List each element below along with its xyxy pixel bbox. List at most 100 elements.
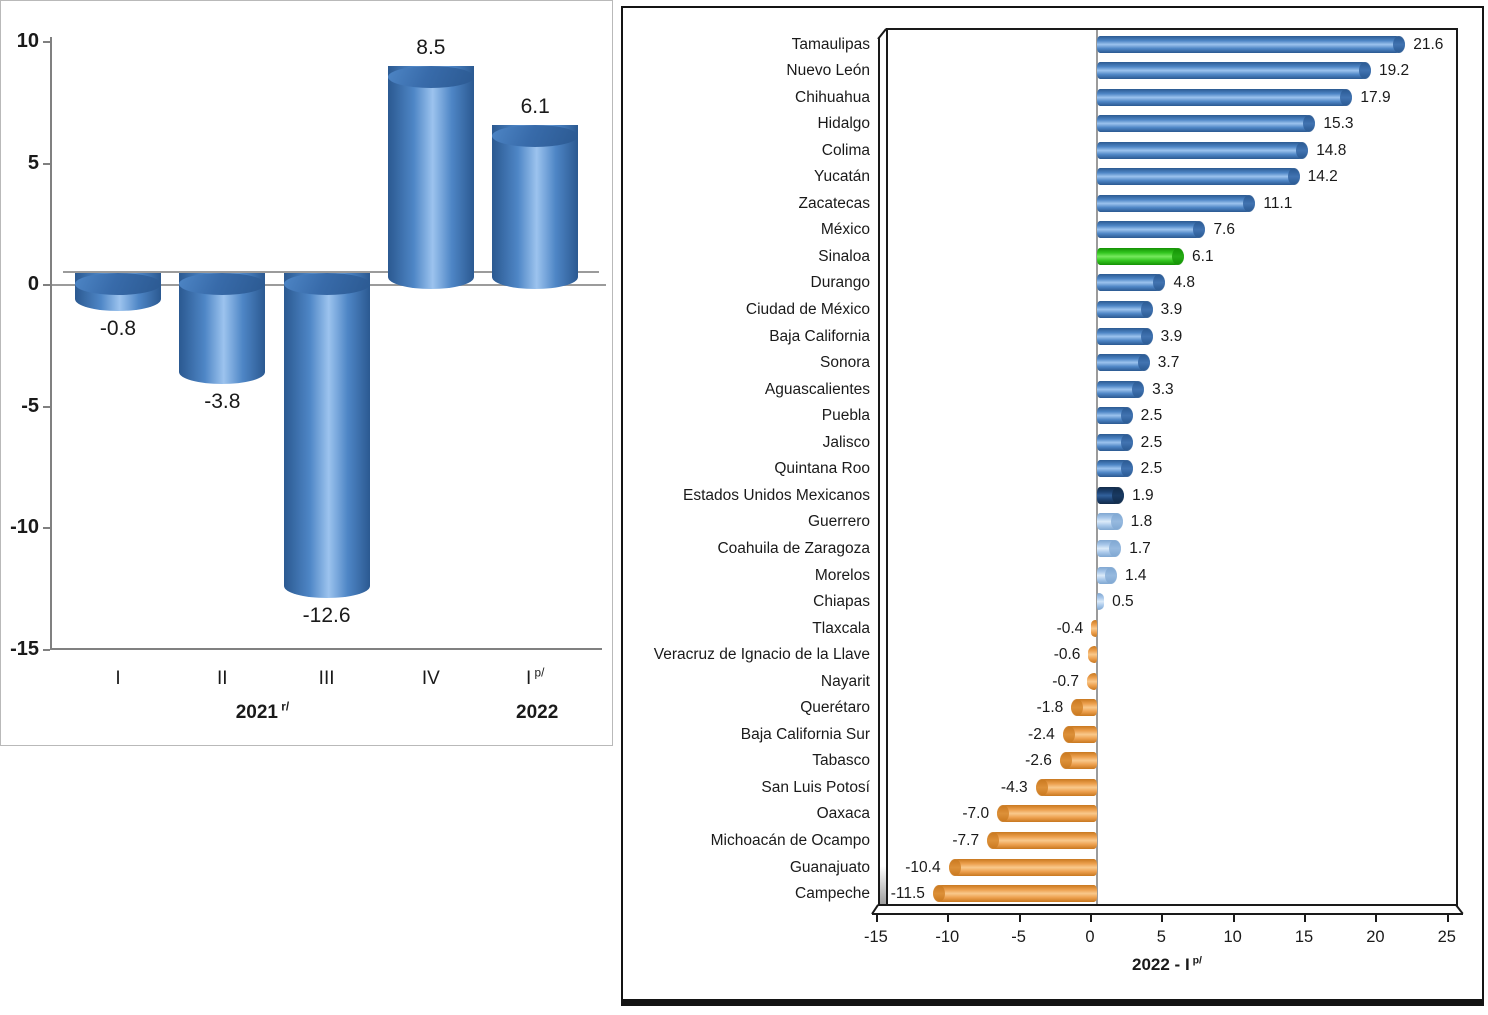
- y-axis-line: [50, 37, 52, 650]
- state-value-label: -4.3: [1000, 778, 1028, 796]
- cylinder-bar: [75, 273, 161, 312]
- state-label: Estados Unidos Mexicanos: [683, 486, 870, 504]
- state-bar: [948, 858, 1097, 876]
- state-bar-cap: [932, 885, 945, 903]
- axis-group-label-superscript: r/: [278, 700, 290, 714]
- states-bar-chart: Tamaulipas 21.6 Nuevo León 19.2 Chihuahua 17.…: [623, 8, 1482, 999]
- state-bar: [1059, 752, 1097, 770]
- x-axis-tick-label: 20: [1366, 928, 1385, 946]
- state-label: Veracruz de Ignacio de la Llave: [653, 646, 870, 664]
- state-bar: [1097, 247, 1185, 265]
- state-bar-cap: [1153, 274, 1166, 292]
- state-value-label: 2.5: [1140, 433, 1163, 451]
- category-label: II: [172, 667, 272, 691]
- state-label: Nayarit: [820, 672, 870, 690]
- state-value-label: 3.9: [1160, 301, 1183, 318]
- state-value-label: -7.0: [962, 805, 990, 823]
- cylinder-cap: [387, 66, 474, 89]
- state-bar-cap: [1120, 433, 1133, 451]
- state-bar-cap: [1071, 699, 1084, 717]
- state-bar: [1097, 327, 1153, 345]
- state-value-label: 2.5: [1140, 460, 1163, 478]
- axis-group-label: 2022: [447, 700, 627, 726]
- floor-back-line: [878, 904, 1458, 906]
- state-bar-cap: [1062, 725, 1075, 743]
- state-value-label: -11.5: [890, 885, 925, 903]
- x-axis-tick: [875, 915, 878, 922]
- state-label: Sonora: [820, 354, 870, 372]
- state-value-label: 7.6: [1213, 221, 1235, 239]
- x-axis-tick-label: 10: [1223, 928, 1242, 946]
- x-axis-tick-label: 5: [1156, 928, 1166, 946]
- state-bar: [1097, 566, 1117, 584]
- state-label: Tabasco: [812, 752, 870, 770]
- state-bar-cap: [1287, 168, 1300, 186]
- x-axis-line: [50, 648, 602, 650]
- state-value-label: 19.2: [1378, 62, 1410, 80]
- state-bar: [1097, 274, 1166, 292]
- state-bar: [1088, 646, 1097, 664]
- state-label: Baja California: [769, 327, 870, 345]
- state-bar-cap: [1035, 778, 1048, 796]
- state-label: Jalisco: [822, 433, 870, 451]
- x-axis-tick-label: 25: [1437, 928, 1456, 946]
- state-label: Michoacán de Ocampo: [710, 832, 870, 849]
- state-label: Chiapas: [813, 593, 870, 611]
- state-value-label: 1.9: [1132, 486, 1154, 504]
- state-label: Morelos: [814, 566, 870, 584]
- state-bar: [1097, 301, 1153, 318]
- category-label-text: III: [318, 668, 335, 689]
- bar-value-label: -12.6: [302, 604, 351, 628]
- state-bar: [1097, 513, 1123, 531]
- state-value-label: 0.5: [1112, 593, 1134, 611]
- y-axis-tick-label: -5: [21, 394, 39, 417]
- state-bar-cap: [1132, 380, 1145, 398]
- state-bar-cap: [1243, 194, 1256, 212]
- state-value-label: 21.6: [1413, 35, 1444, 53]
- category-label-text: I: [115, 668, 121, 689]
- state-label: Hidalgo: [817, 115, 870, 133]
- state-bar-cap: [1140, 301, 1153, 318]
- state-label: Nuevo León: [786, 62, 870, 80]
- state-value-label: 11.1: [1263, 194, 1293, 212]
- state-bar: [1097, 88, 1353, 106]
- state-value-label: 3.3: [1152, 380, 1174, 398]
- state-value-label: 2.5: [1140, 407, 1163, 425]
- x-axis-title-superscript: p/: [1189, 954, 1202, 967]
- state-bar: [1071, 699, 1097, 717]
- state-bar-cap: [1137, 354, 1150, 372]
- state-bar: [1097, 593, 1105, 611]
- state-value-label: 14.8: [1316, 141, 1347, 159]
- state-label: Guerrero: [807, 513, 870, 531]
- side-wall-outer-line: [878, 38, 880, 906]
- state-bar: [1087, 672, 1097, 690]
- cylinder-cap: [492, 124, 579, 147]
- x-axis-tick: [1018, 915, 1021, 922]
- y-axis-tick: [43, 41, 50, 43]
- x-axis-tick: [1446, 915, 1449, 922]
- x-axis-tick: [1161, 915, 1164, 922]
- state-bar: [1035, 778, 1097, 796]
- state-value-label: 4.8: [1173, 274, 1196, 292]
- state-value-label: -0.4: [1056, 619, 1084, 637]
- state-label: Sinaloa: [818, 247, 870, 265]
- state-bar: [1097, 539, 1122, 557]
- y-axis-tick: [43, 405, 50, 408]
- x-axis-tick: [1232, 915, 1235, 922]
- state-bar-cap: [1340, 88, 1353, 106]
- state-bar-cap: [1109, 539, 1122, 557]
- quarterly-bar-chart: 10 5 0 -5 -10 -15 -0.8 I -3.8 II -12.6 III 8.5 IV 6.1 I…: [1, 1, 612, 745]
- state-bar: [1062, 725, 1097, 743]
- state-bar: [932, 885, 1097, 903]
- bar-value-label: 8.5: [416, 36, 446, 60]
- state-bar-cap: [1104, 566, 1117, 584]
- state-label: Tamaulipas: [791, 35, 870, 53]
- state-bar-cap: [1120, 460, 1133, 478]
- state-label: Coahuila de Zaragoza: [717, 539, 870, 557]
- state-label: Campeche: [795, 885, 870, 903]
- y-axis-tick: [43, 527, 50, 529]
- x-axis-tick-label: -5: [1011, 928, 1026, 946]
- bar-value-label: -0.8: [99, 317, 137, 341]
- state-value-label: -2.6: [1025, 752, 1052, 770]
